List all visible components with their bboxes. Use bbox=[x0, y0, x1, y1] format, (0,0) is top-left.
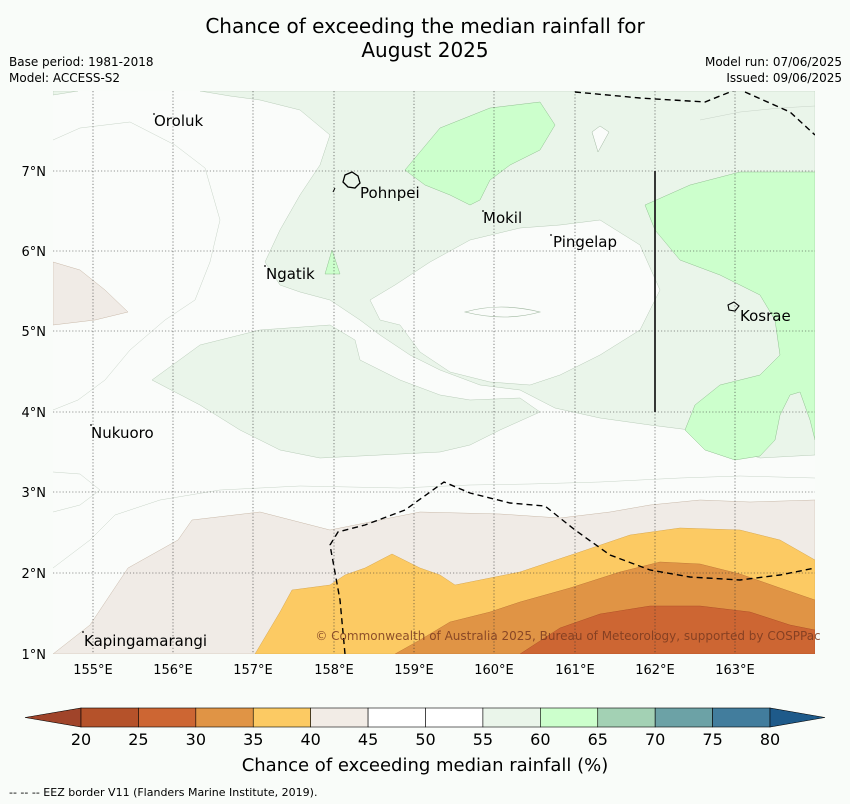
faint-contours bbox=[53, 105, 815, 569]
colorbar-segment bbox=[425, 707, 484, 728]
longitude-labels: 155°E 156°E 157°E 158°E 159°E 160°E 161°E 162°E… bbox=[73, 663, 755, 678]
colorbar-tick-label: 40 bbox=[300, 730, 320, 749]
lon-tick-label: 161°E bbox=[555, 663, 595, 678]
label-ngatik: Ngatik bbox=[266, 265, 315, 283]
colorbar-segment bbox=[482, 707, 541, 728]
lon-tick-label: 162°E bbox=[635, 663, 675, 678]
colorbar-tick-label: 30 bbox=[186, 730, 206, 749]
contour-central-low bbox=[369, 219, 661, 386]
title-line-2: August 2025 bbox=[361, 38, 489, 62]
eez-borders bbox=[329, 91, 815, 654]
contour-60-65-ngatik bbox=[324, 249, 341, 275]
colorbar-tick-label: 35 bbox=[243, 730, 263, 749]
place-labels: Oroluk Pohnpei Mokil Pingelap Ngatik Kos… bbox=[84, 112, 791, 650]
meta-left: Base period: 1981-2018 Model: ACCESS-S2 bbox=[9, 54, 154, 86]
place-markers bbox=[82, 113, 552, 633]
label-pohnpei: Pohnpei bbox=[360, 184, 420, 202]
colorbar-segment bbox=[195, 707, 254, 728]
colorbar-segment bbox=[252, 707, 311, 728]
colorbar-tick-label: 25 bbox=[128, 730, 148, 749]
lon-tick-label: 157°E bbox=[233, 663, 273, 678]
pohnpei-islet bbox=[332, 187, 336, 193]
colorbar-tick-label: 55 bbox=[473, 730, 493, 749]
contour-40-45-west bbox=[53, 261, 129, 326]
kosrae-island-shape bbox=[727, 301, 740, 312]
pohnpei-island-shape bbox=[342, 171, 361, 189]
lon-tick-label: 163°E bbox=[715, 663, 755, 678]
footnote-eez: -- -- -- EEZ border V11 (Flanders Marine… bbox=[9, 786, 318, 799]
marker-mokil bbox=[482, 210, 484, 212]
lat-tick-label: 3°N bbox=[22, 486, 47, 501]
lat-tick-label: 4°N bbox=[22, 406, 47, 421]
contour-60-65-small bbox=[591, 125, 610, 153]
colorbar-tick-label: 45 bbox=[358, 730, 378, 749]
lon-tick-label: 155°E bbox=[73, 663, 113, 678]
colorbar-segment bbox=[540, 707, 599, 728]
colorbar: 20 25 30 35 40 45 50 55 60 65 70 75 80 bbox=[24, 707, 826, 749]
map-plot-area bbox=[53, 91, 815, 654]
contour-25-30 bbox=[519, 605, 815, 654]
lat-tick-label: 1°N bbox=[22, 648, 47, 663]
lat-tick-label: 6°N bbox=[22, 245, 47, 260]
marker-pingelap bbox=[550, 234, 552, 236]
marker-ngatik bbox=[264, 265, 266, 267]
colorbar-tick-label: 50 bbox=[415, 730, 435, 749]
base-period: Base period: 1981-2018 bbox=[9, 55, 154, 69]
contour-top-left bbox=[53, 91, 79, 96]
issued-date: Issued: 09/06/2025 bbox=[726, 71, 842, 85]
lon-tick-label: 160°E bbox=[474, 663, 514, 678]
marker-kapingamarangi bbox=[82, 631, 84, 633]
model-run: Model run: 07/06/2025 bbox=[704, 55, 842, 69]
colorbar-label: Chance of exceeding median rainfall (%) bbox=[241, 755, 609, 776]
lon-tick-label: 156°E bbox=[153, 663, 193, 678]
colorbar-segment bbox=[712, 707, 771, 728]
colorbar-over-arrow bbox=[769, 707, 826, 728]
contour-60-65-east bbox=[644, 171, 815, 461]
copyright-notice: © Commonwealth of Australia 2025, Bureau… bbox=[315, 629, 820, 643]
model-name: Model: ACCESS-S2 bbox=[9, 71, 121, 85]
label-kosrae: Kosrae bbox=[740, 307, 791, 325]
label-pingelap: Pingelap bbox=[553, 233, 617, 251]
colorbar-tick-label: 80 bbox=[760, 730, 780, 749]
latitude-labels: 1°N 2°N 3°N 4°N 5°N 6°N 7°N bbox=[22, 165, 47, 663]
colorbar-tick-label: 65 bbox=[588, 730, 608, 749]
lon-tick-label: 158°E bbox=[314, 663, 354, 678]
lat-tick-label: 5°N bbox=[22, 325, 47, 340]
contour-60-65-north bbox=[404, 101, 556, 206]
label-nukuoro: Nukuoro bbox=[91, 424, 154, 442]
colorbar-segment bbox=[654, 707, 713, 728]
chart-title: Chance of exceeding the median rainfall … bbox=[0, 14, 850, 62]
lon-tick-label: 159°E bbox=[394, 663, 434, 678]
contour-small-loop bbox=[463, 306, 542, 318]
title-line-1: Chance of exceeding the median rainfall … bbox=[205, 14, 645, 38]
contour-55-60-southwest bbox=[151, 324, 541, 459]
marker-nukuoro bbox=[90, 424, 92, 426]
colorbar-segment bbox=[367, 707, 426, 728]
colorbar-tick-label: 70 bbox=[645, 730, 665, 749]
label-oroluk: Oroluk bbox=[154, 112, 203, 130]
colorbar-tick-label: 20 bbox=[71, 730, 91, 749]
label-mokil: Mokil bbox=[483, 209, 522, 227]
colorbar-segment bbox=[310, 707, 369, 728]
colorbar-segment bbox=[80, 707, 139, 728]
lat-tick-label: 7°N bbox=[22, 165, 47, 180]
label-kapingamarangi: Kapingamarangi bbox=[84, 632, 207, 650]
colorbar-under-arrow bbox=[24, 707, 82, 728]
lat-tick-label: 2°N bbox=[22, 567, 47, 582]
colorbar-segment bbox=[138, 707, 197, 728]
marker-oroluk bbox=[153, 113, 155, 115]
colorbar-tick-label: 60 bbox=[530, 730, 550, 749]
meta-right: Model run: 07/06/2025 Issued: 09/06/2025 bbox=[705, 54, 842, 86]
colorbar-tick-label: 75 bbox=[702, 730, 722, 749]
colorbar-segment bbox=[597, 707, 656, 728]
